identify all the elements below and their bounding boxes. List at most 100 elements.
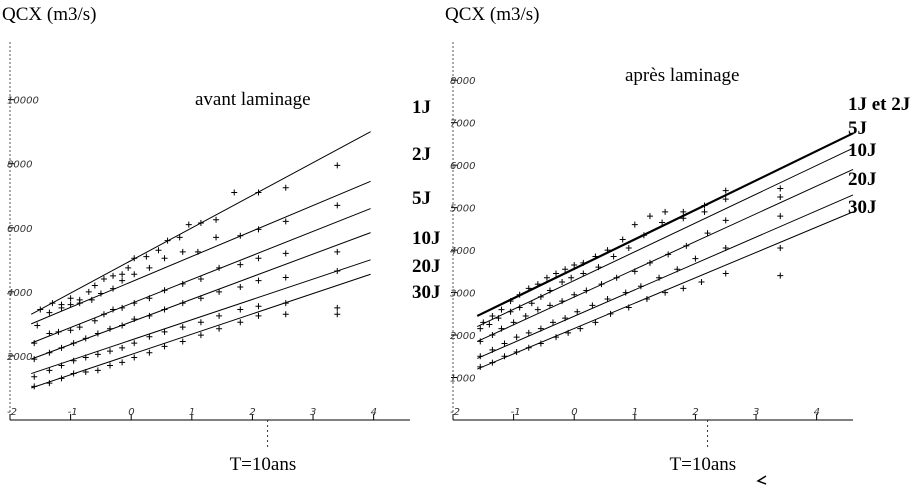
data-point [722,244,729,251]
data-point [179,324,186,331]
data-point [131,316,138,323]
y-axis-label: QCX (m3/s) [445,4,539,25]
return-period-label: T=10ans [670,454,737,475]
regression-line [31,259,371,375]
y-tick-label: 8000 [7,160,32,171]
data-point [722,196,729,203]
data-point [70,340,77,347]
data-point [161,343,168,350]
data-point [237,261,244,268]
data-point [131,354,138,361]
data-point [110,285,117,292]
series-label: 10J [412,228,441,249]
data-point [197,332,204,339]
y-tick-label: 7000 [450,119,475,130]
data-point [88,296,95,303]
data-point [537,325,544,332]
series-label: 20J [848,169,877,190]
series-label: 5J [412,188,431,209]
data-point [583,287,590,294]
data-point [334,304,341,311]
data-point [213,234,220,241]
series-30j: 30J [31,273,441,390]
data-point [97,290,104,297]
data-point [477,363,484,370]
series-2j: 2J [31,144,431,329]
data-point [777,213,784,220]
data-point [67,295,74,302]
data-point [231,189,238,196]
data-point [185,221,192,228]
data-point [592,319,599,326]
regression-line [476,132,854,317]
data-point [31,383,38,390]
x-tick-label: -1 [68,407,78,418]
data-point [619,236,626,243]
y-tick-label: 5000 [450,204,475,215]
series-1j-et-2j: 1J et 2J [476,94,910,326]
data-point [525,344,532,351]
data-point [683,242,690,249]
data-point [94,351,101,358]
data-point [571,291,578,298]
data-point [282,311,289,318]
data-point [562,266,569,273]
data-point [194,248,201,255]
data-point [197,219,204,226]
data-point [604,295,611,302]
data-point [34,322,41,329]
regression-line [477,147,854,328]
data-point [777,244,784,251]
x-tick-label: 4 [814,407,820,418]
series-10j: 10J [477,140,877,345]
data-point [477,325,484,332]
data-point [119,277,126,284]
data-point [82,354,89,361]
data-point [516,291,523,298]
data-point [131,300,138,307]
data-point [255,189,262,196]
data-point [125,264,132,271]
panel-avant-laminage: QCX (m3/s) avant laminage 2000 4000 6000 8000… [2,4,441,475]
data-point [580,270,587,277]
data-point [216,312,223,319]
data-point [216,288,223,295]
data-point [282,250,289,257]
data-point [255,255,262,262]
data-point [589,302,596,309]
data-point [91,282,98,289]
series-label: 10J [848,140,877,161]
data-point [495,315,502,322]
data-point [625,244,632,251]
regression-line [31,208,371,344]
data-point [255,303,262,310]
y-tick-label: 10000 [7,96,39,107]
data-point [146,349,153,356]
data-point [665,251,672,258]
y-tick-label: 8000 [450,76,475,87]
data-point [46,330,53,337]
data-point [255,226,262,233]
data-point [237,284,244,291]
data-point [722,187,729,194]
y-tick-label: 2000 [7,352,32,363]
data-point [37,306,44,313]
data-point [698,278,705,285]
series-30j: 30J [477,197,877,370]
data-point [146,295,153,302]
data-point [91,317,98,324]
data-point [334,248,341,255]
data-point [568,274,575,281]
data-point [777,185,784,192]
data-point [592,253,599,260]
x-tick-label: 0 [128,407,134,418]
series-20j: 20J [31,256,441,380]
data-point [334,311,341,318]
data-point [610,253,617,260]
data-point [631,221,638,228]
data-point [565,329,572,336]
data-point [656,274,663,281]
series-label: 30J [848,197,877,218]
y-tick-label: 4000 [450,246,475,257]
